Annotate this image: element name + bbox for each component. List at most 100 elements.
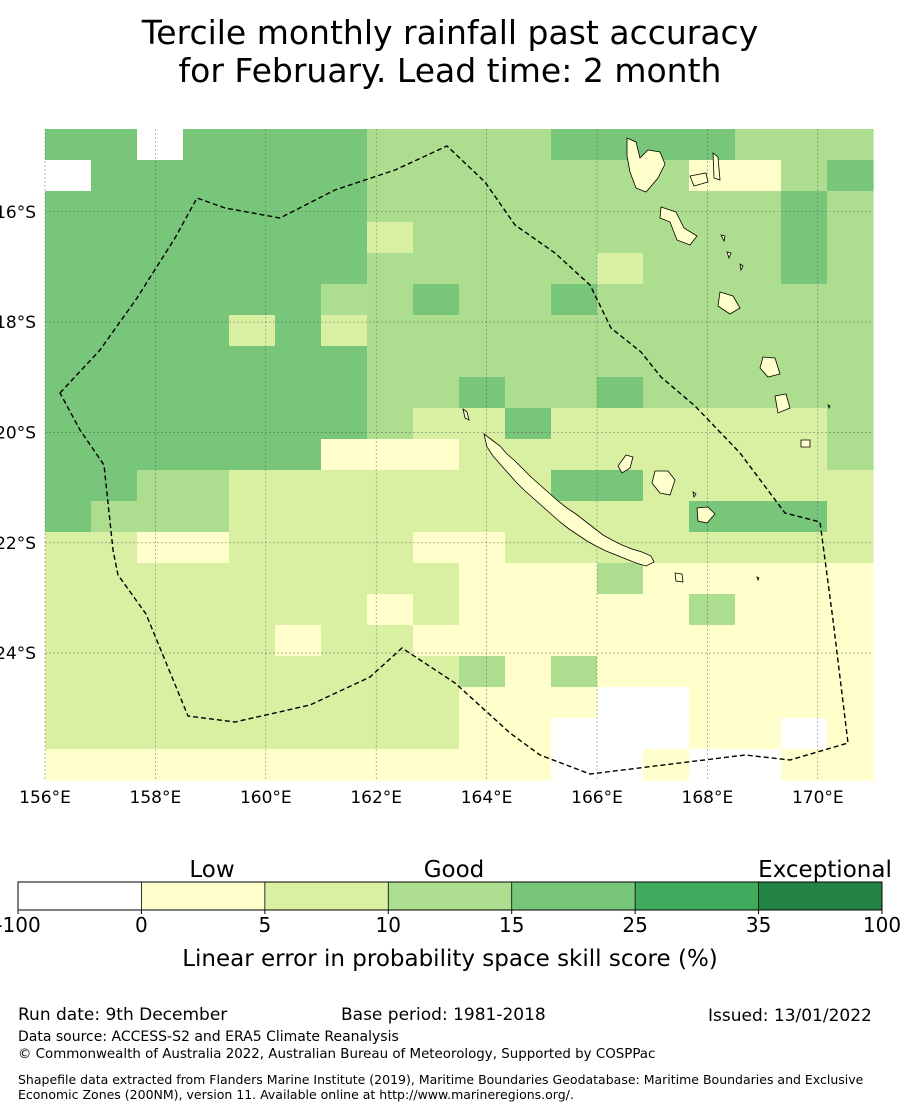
skill-cell (91, 191, 138, 223)
skill-cell (137, 439, 184, 471)
skill-cell (781, 222, 828, 254)
colorbar-frame (17, 881, 883, 911)
latitude-labels: 16°S 18°S 20°S 22°S 24°S (0, 203, 36, 664)
skill-cell (735, 377, 782, 409)
colorbar-segment (18, 882, 142, 910)
skill-cell (229, 377, 276, 409)
small-islets-outline (692, 234, 831, 582)
skill-cell (137, 470, 184, 502)
skill-cell (137, 408, 184, 440)
skill-cell (827, 749, 874, 781)
colorbar-tick-label: 100 (863, 913, 900, 937)
skill-cell (367, 377, 414, 409)
skill-cell (183, 315, 230, 347)
skill-cell (689, 315, 736, 347)
skill-cell (137, 718, 184, 750)
skill-cell (827, 253, 874, 285)
skill-cell (137, 315, 184, 347)
skill-cell (367, 594, 414, 626)
chart-title-line-1: Tercile monthly rainfall past accuracy (141, 13, 759, 52)
skill-cell (505, 718, 552, 750)
skill-cell (781, 284, 828, 316)
skill-cell (597, 501, 644, 533)
skill-cell (597, 625, 644, 657)
skill-cell (275, 718, 322, 750)
skill-cell (45, 532, 92, 564)
skill-cell (275, 315, 322, 347)
skill-cell (275, 129, 322, 161)
skill-cell (229, 563, 276, 595)
skill-cell (275, 656, 322, 688)
skill-cell (597, 315, 644, 347)
skill-cell (735, 532, 782, 564)
colorbar-segment (511, 882, 636, 910)
skill-cell (689, 656, 736, 688)
run-date: Run date: 9th December (18, 1005, 228, 1025)
skill-cell (137, 563, 184, 595)
skill-cell (45, 625, 92, 657)
skill-cell (229, 253, 276, 285)
latitude-tick-label: 18°S (0, 313, 36, 333)
skill-cell (321, 346, 368, 378)
chart-title-line-2: for February. Lead time: 2 month (178, 51, 722, 90)
new-caledonia-outline (483, 433, 655, 567)
skill-cell (827, 160, 874, 192)
skill-cell (781, 129, 828, 161)
skill-cell (183, 656, 230, 688)
skill-cell (183, 408, 230, 440)
skill-cell (827, 563, 874, 595)
colorbar-tick-label: 15 (499, 913, 524, 937)
skill-cell (735, 501, 782, 533)
skill-cell (689, 718, 736, 750)
skill-cell (367, 470, 414, 502)
skill-cell (275, 377, 322, 409)
skill-cell (413, 687, 460, 719)
vanuatu-north-outline (626, 137, 666, 193)
skill-cell (735, 749, 782, 781)
skill-cell (505, 315, 552, 347)
latitude-tick-label: 20°S (0, 423, 36, 443)
skill-cell (367, 718, 414, 750)
skill-cell (643, 253, 690, 285)
skill-cell (91, 625, 138, 657)
longitude-tick-label: 162°E (350, 788, 402, 808)
skill-cell (505, 377, 552, 409)
skill-cell (45, 129, 92, 161)
skill-cell (827, 408, 874, 440)
skill-cell (413, 749, 460, 781)
skill-cell (413, 222, 460, 254)
skill-cell (275, 501, 322, 533)
skill-cell (229, 625, 276, 657)
colorbar-segment (141, 882, 265, 910)
skill-cell (275, 346, 322, 378)
skill-cell (643, 284, 690, 316)
colorbar-ticks: -100 0 5 10 15 25 35 100 (0, 910, 900, 937)
skill-cell (91, 718, 138, 750)
skill-cell (781, 470, 828, 502)
skill-cell (367, 222, 414, 254)
skill-cell (643, 346, 690, 378)
skill-cell (459, 470, 506, 502)
skill-cell (827, 191, 874, 223)
skill-cell (781, 625, 828, 657)
skill-cell (413, 625, 460, 657)
skill-cell (413, 532, 460, 564)
skill-cell (91, 470, 138, 502)
skill-cell (45, 470, 92, 502)
skill-cell (643, 315, 690, 347)
skill-cell (551, 284, 598, 316)
skill-cell (137, 253, 184, 285)
skill-cell (827, 346, 874, 378)
skill-cell (459, 377, 506, 409)
latitude-tick-label: 16°S (0, 203, 36, 223)
skill-cell (781, 687, 828, 719)
skill-cell (321, 377, 368, 409)
skill-cell (643, 439, 690, 471)
skill-cell (689, 470, 736, 502)
skill-cell (229, 749, 276, 781)
colorbar-category-good: Good (424, 857, 485, 883)
skill-cell (505, 625, 552, 657)
skill-cell (505, 160, 552, 192)
skill-cell (597, 563, 644, 595)
skill-cell (183, 346, 230, 378)
